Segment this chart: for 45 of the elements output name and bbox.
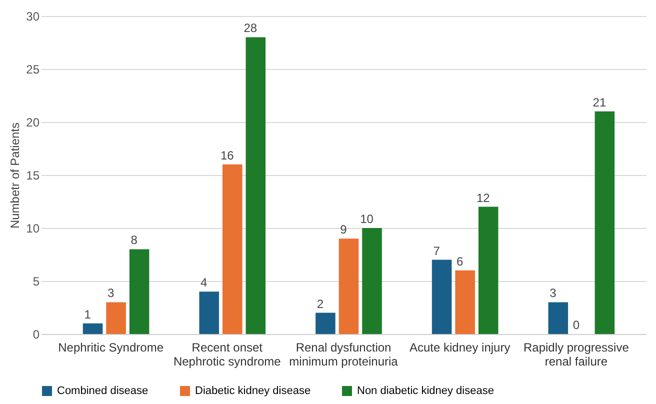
y-tick-label: 30 [26, 10, 40, 24]
y-axis-title: Numbetr of Patients [8, 122, 22, 229]
data-label: 1 [84, 307, 92, 322]
x-tick-label: Acute kidney injury [409, 340, 510, 354]
bar [106, 302, 126, 334]
data-label: 28 [244, 21, 258, 36]
bar [455, 270, 475, 334]
data-label: 21 [592, 95, 606, 110]
legend-label: Non diabetic kidney disease [357, 385, 494, 397]
data-label: 9 [340, 222, 348, 237]
legend-label: Diabetic kidney disease [195, 385, 311, 397]
data-label: 0 [572, 318, 580, 332]
y-tick-label: 5 [32, 274, 40, 288]
bar [246, 37, 266, 334]
y-tick-label: 0 [32, 328, 40, 342]
y-tick-label: 25 [26, 62, 40, 76]
x-tick-label: Nephritic Syndrome [58, 340, 164, 354]
bar [478, 206, 498, 334]
bar [362, 228, 382, 334]
data-label: 2 [316, 296, 324, 311]
x-tick-label: Recent onset Nephrotic syndrome [173, 340, 282, 368]
data-label: 3 [107, 286, 114, 300]
legend-label: Combined disease [57, 385, 148, 397]
x-tick-label: Renal dysfunction minimum proteinuria [289, 340, 398, 368]
bar [316, 312, 336, 334]
bar [222, 164, 242, 334]
y-tick-label: 15 [26, 168, 40, 182]
bar [594, 111, 615, 334]
bar [548, 302, 568, 334]
data-label: 3 [550, 286, 557, 300]
y-tick-label: 20 [26, 116, 40, 130]
x-tick-label: Rapidly progressive renal failure [523, 340, 630, 368]
data-label: 16 [220, 148, 234, 162]
y-tick-label: 10 [26, 222, 40, 236]
data-label: 12 [476, 190, 490, 205]
data-label: 4 [200, 276, 208, 290]
bar [199, 292, 220, 334]
data-label: 6 [456, 254, 464, 268]
bar [338, 238, 359, 334]
data-label: 10 [360, 212, 374, 226]
bar [432, 260, 452, 334]
data-label: 7 [433, 244, 440, 258]
data-label: 8 [130, 233, 138, 248]
bar [129, 249, 150, 334]
bar [82, 323, 103, 334]
